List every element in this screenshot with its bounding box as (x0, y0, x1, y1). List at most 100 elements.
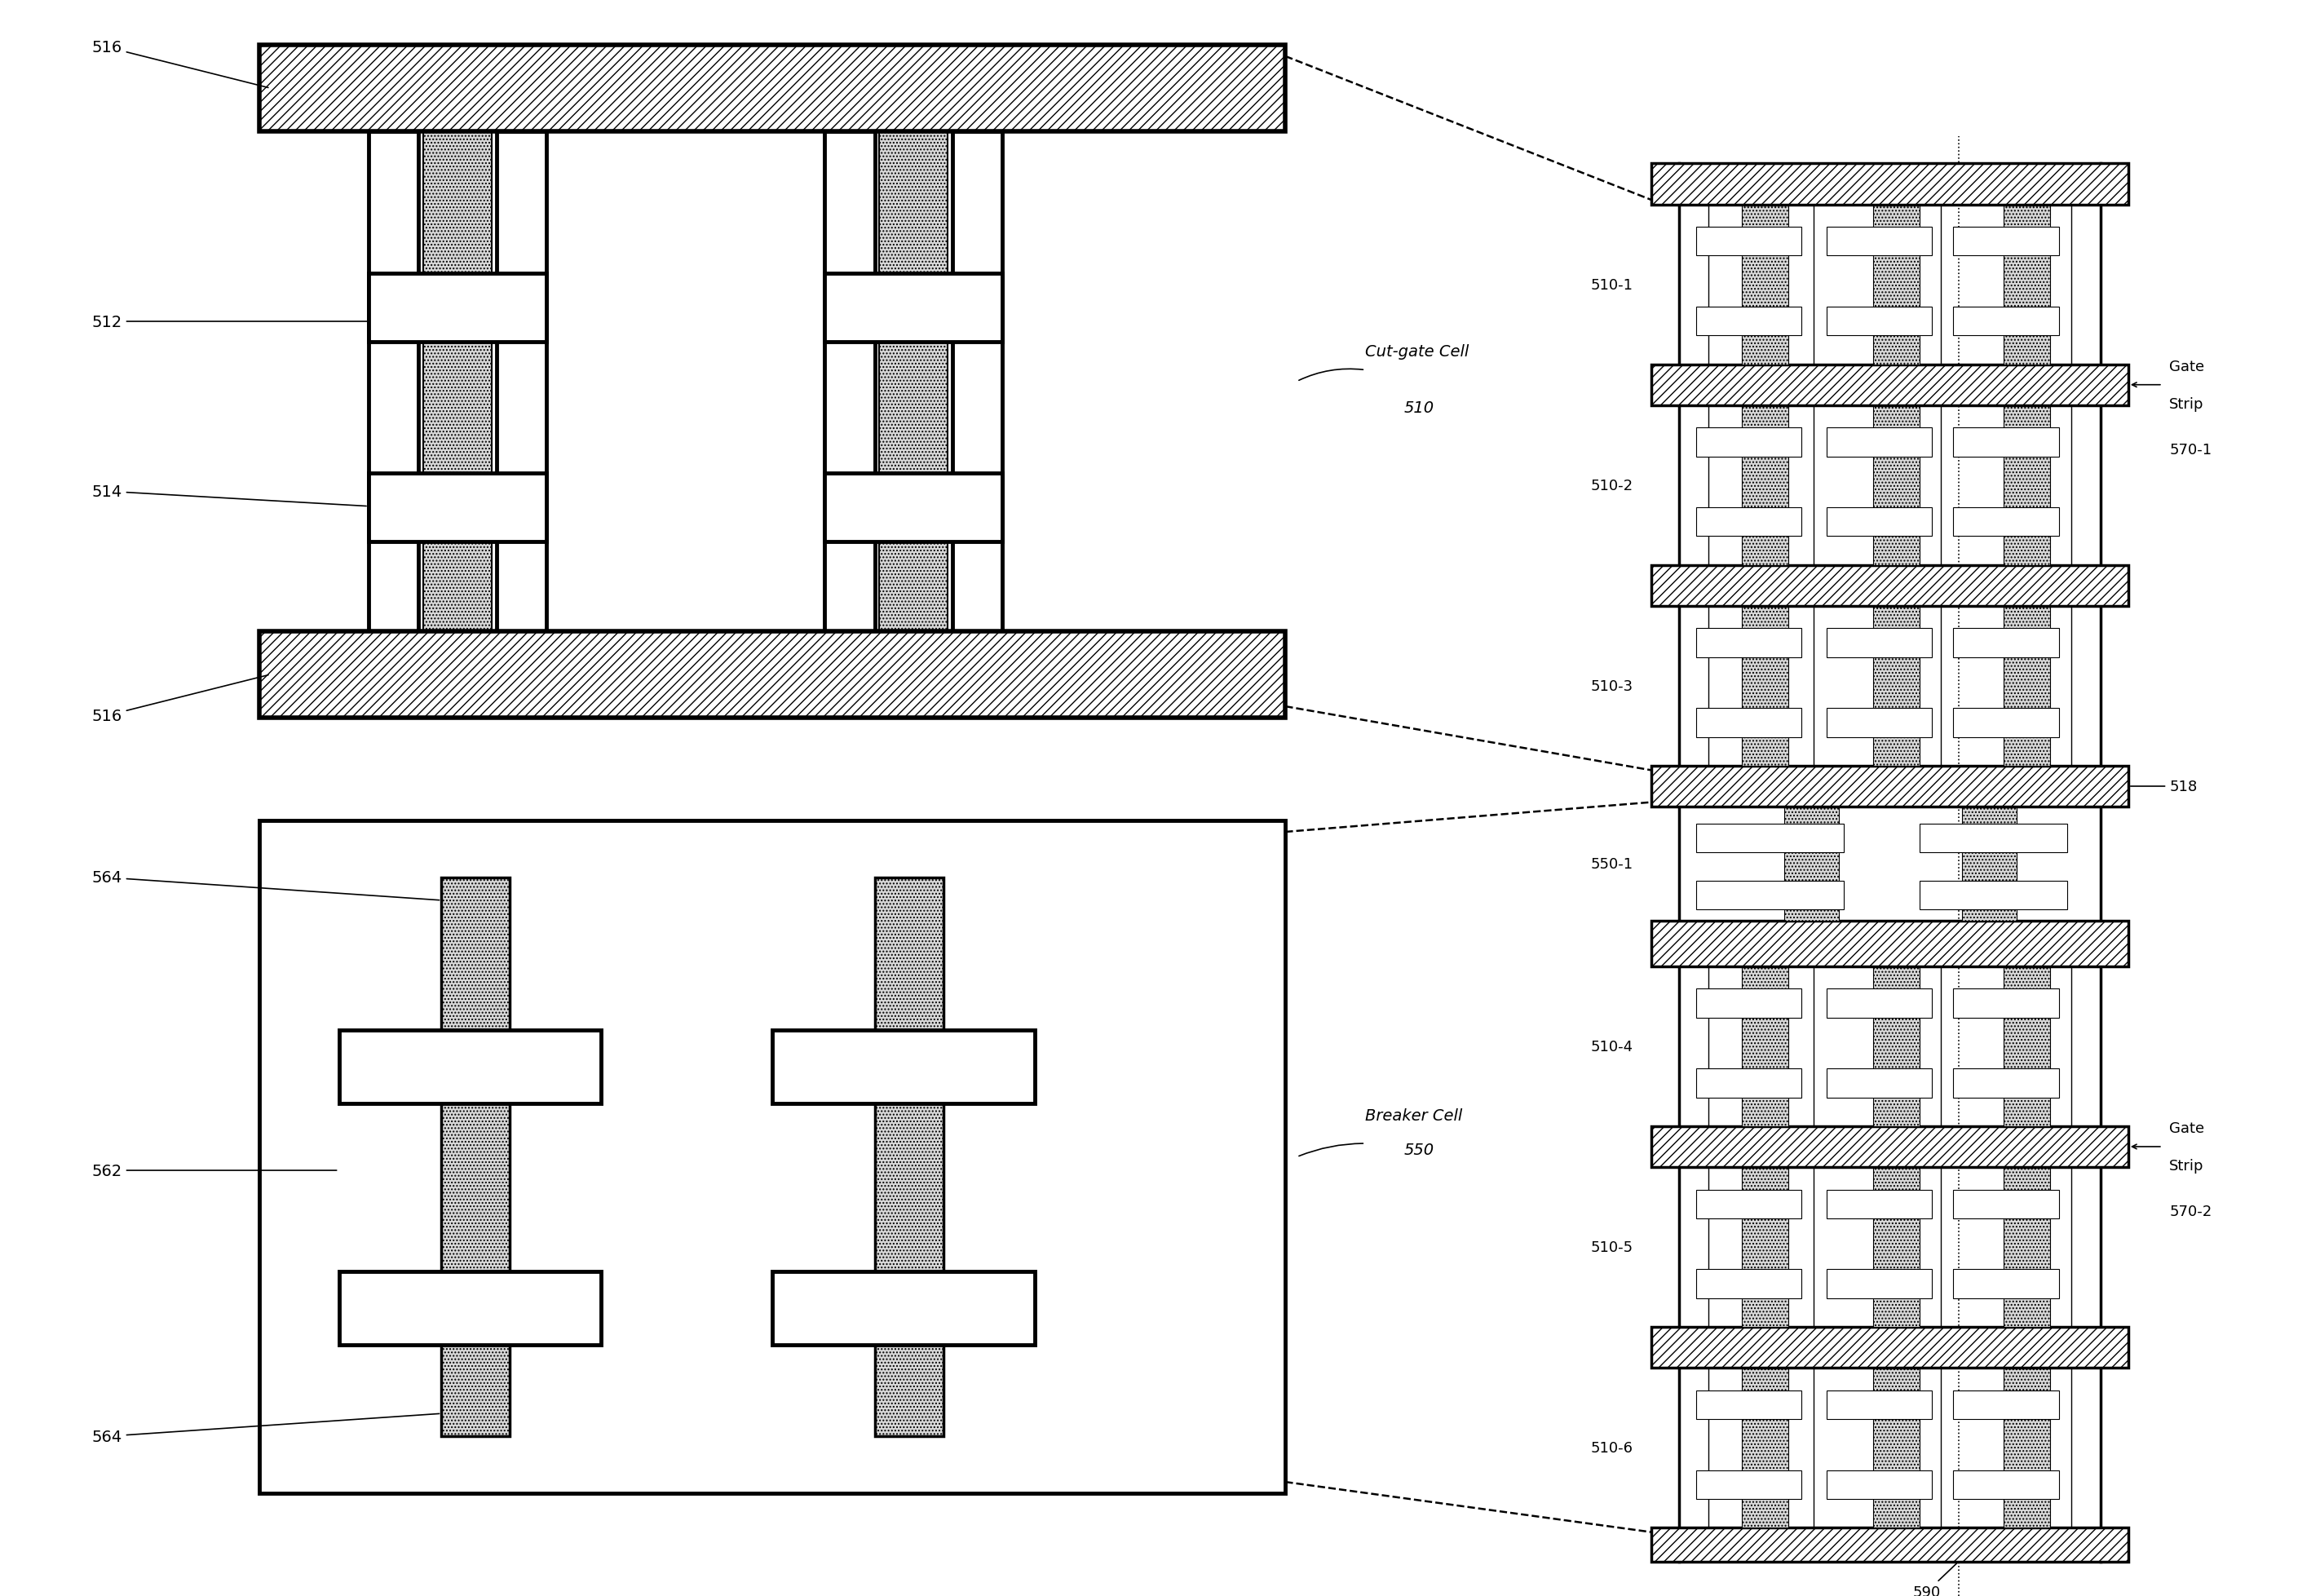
Text: 564: 564 (93, 870, 438, 900)
Bar (1696, 428, 1800, 456)
Bar (422, 46, 492, 718)
Text: 510-5: 510-5 (1592, 1240, 1633, 1254)
Bar (1652, 921, 2127, 967)
Bar (1953, 709, 2058, 737)
Bar (1953, 1470, 2058, 1499)
Bar (1696, 709, 1800, 737)
Bar (1872, 405, 1919, 565)
Bar (1652, 1127, 2127, 1167)
Text: 516: 516 (93, 675, 269, 723)
Bar (1963, 808, 2016, 921)
Bar (875, 878, 944, 1436)
Bar (1953, 1269, 2058, 1298)
Bar (1953, 629, 2058, 658)
Bar (1826, 629, 1933, 658)
Bar (1953, 308, 2058, 337)
Bar (1696, 1470, 1800, 1499)
Text: Cut-gate Cell: Cut-gate Cell (1364, 343, 1469, 359)
Text: 570-1: 570-1 (2169, 442, 2211, 456)
Bar (1953, 990, 2058, 1018)
Bar (1652, 766, 2127, 808)
Bar (2004, 206, 2051, 365)
Bar (260, 46, 1285, 132)
Bar (1872, 1368, 1919, 1527)
Text: 570-2: 570-2 (2169, 1203, 2211, 1218)
Text: 510-3: 510-3 (1592, 678, 1633, 694)
Text: 510-2: 510-2 (1592, 479, 1633, 493)
Bar (1953, 508, 2058, 536)
Bar (1872, 967, 1919, 1127)
Bar (441, 878, 510, 1436)
Bar (1826, 228, 1933, 257)
Bar (2004, 967, 2051, 1127)
Text: Gate: Gate (2169, 359, 2204, 373)
Bar (1826, 1189, 1933, 1218)
Bar (1953, 228, 2058, 257)
Text: 512: 512 (93, 314, 494, 330)
Bar (1696, 228, 1800, 257)
Bar (1919, 881, 2067, 910)
Bar (1872, 606, 1919, 766)
Bar (773, 1272, 1035, 1344)
Bar (1826, 1269, 1933, 1298)
Bar (1872, 206, 1919, 365)
Bar (2004, 1368, 2051, 1527)
Bar (879, 46, 949, 718)
Text: Gate: Gate (2169, 1120, 2204, 1135)
Bar (1919, 824, 2067, 852)
Bar (1742, 1368, 1789, 1527)
Bar (1696, 1269, 1800, 1298)
Bar (1652, 565, 2127, 606)
Bar (1696, 508, 1800, 536)
Bar (1652, 1326, 2127, 1368)
Bar (2004, 1167, 2051, 1326)
Bar (339, 1031, 601, 1103)
Bar (1696, 629, 1800, 658)
Bar (1742, 206, 1789, 365)
Bar (1696, 881, 1844, 910)
Bar (1696, 1069, 1800, 1098)
Text: 590: 590 (1912, 1564, 1956, 1596)
Bar (1872, 1167, 1919, 1326)
Bar (1696, 308, 1800, 337)
Bar (1742, 405, 1789, 565)
Bar (260, 632, 1285, 718)
Text: 510-1: 510-1 (1592, 278, 1633, 292)
Bar (1652, 365, 2127, 405)
Text: Strip: Strip (2169, 397, 2204, 412)
Bar (1953, 1189, 2058, 1218)
Bar (1696, 990, 1800, 1018)
Bar (1826, 508, 1933, 536)
Bar (1826, 428, 1933, 456)
Text: 564: 564 (93, 1414, 438, 1444)
Bar (1953, 428, 2058, 456)
Bar (1953, 1069, 2058, 1098)
Bar (369, 273, 548, 342)
Text: 518: 518 (2130, 779, 2197, 793)
Bar (1826, 1069, 1933, 1098)
Bar (1784, 808, 1840, 921)
Bar (369, 132, 418, 632)
Bar (1826, 990, 1933, 1018)
Bar (496, 132, 548, 632)
Bar (2004, 405, 2051, 565)
Bar (824, 273, 1002, 342)
Bar (260, 820, 1285, 1494)
Text: 550-1: 550-1 (1592, 857, 1633, 871)
Bar (1826, 1390, 1933, 1419)
Bar (1652, 1527, 2127, 1562)
Text: 510-6: 510-6 (1592, 1441, 1633, 1456)
Text: 514: 514 (93, 484, 367, 506)
Bar (1696, 1390, 1800, 1419)
Bar (773, 1031, 1035, 1103)
Text: 562: 562 (93, 1163, 336, 1178)
Bar (824, 132, 875, 632)
Bar (824, 474, 1002, 541)
Text: 516: 516 (93, 40, 269, 88)
Bar (1696, 1189, 1800, 1218)
Bar (1953, 1390, 2058, 1419)
Bar (2004, 606, 2051, 766)
Text: 510: 510 (1404, 401, 1434, 415)
Text: Breaker Cell: Breaker Cell (1364, 1108, 1462, 1124)
Bar (339, 1272, 601, 1344)
